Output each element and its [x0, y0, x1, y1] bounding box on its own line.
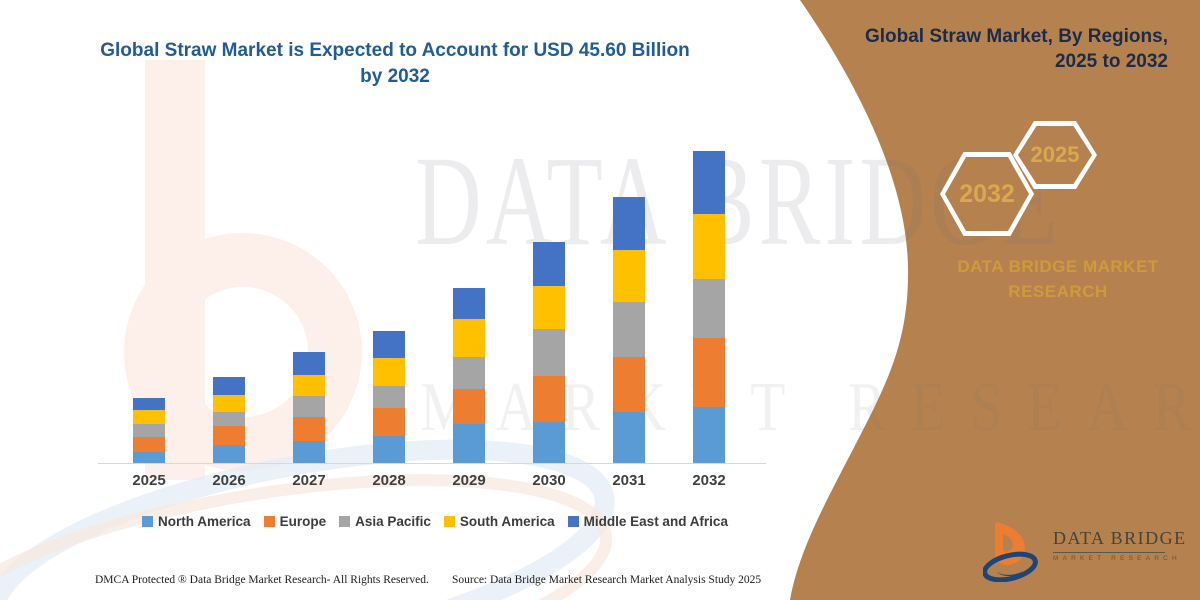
bar-segment-north-america-2031: [613, 411, 645, 463]
x-axis-label-2031: 2031: [612, 472, 646, 489]
source-note: Source: Data Bridge Market Research Mark…: [452, 574, 762, 586]
bar-segment-asia-pacific-2027: [293, 396, 325, 418]
bar-segment-middle-east-and-africa-2030: [533, 242, 565, 286]
bar-segment-europe-2029: [453, 389, 485, 424]
bar-segment-europe-2026: [213, 426, 245, 446]
bar-segment-south-america-2029: [453, 318, 485, 358]
x-axis-label-2027: 2027: [292, 472, 326, 489]
legend-item-europe: Europe: [263, 514, 327, 529]
legend-item-middle-east-and-africa: Middle East and Africa: [567, 514, 728, 529]
chart-title: Global Straw Market is Expected to Accou…: [100, 40, 690, 88]
legend-label-europe: Europe: [279, 514, 327, 529]
bar-segment-south-america-2032: [693, 214, 725, 280]
bar-segment-europe-2032: [693, 337, 725, 407]
bar-segment-middle-east-and-africa-2027: [293, 351, 325, 375]
logo-name: DATA BRIDGE: [1053, 528, 1187, 548]
bar-segment-asia-pacific-2032: [693, 279, 725, 338]
legend-item-asia-pacific: Asia Pacific: [339, 514, 431, 529]
hexagon-2032-label: 2032: [959, 179, 1015, 208]
bar-segment-asia-pacific-2028: [373, 386, 405, 408]
bar-segment-south-america-2028: [373, 357, 405, 387]
databridge-logo: DATA BRIDGE MARKET RESEARCH: [983, 520, 1187, 582]
bar-segment-europe-2028: [373, 407, 405, 437]
bar-segment-north-america-2029: [453, 424, 485, 463]
x-axis-label-2025: 2025: [132, 472, 166, 489]
bar-2030: [533, 242, 565, 463]
brand-text: DATA BRIDGE MARKET RESEARCH: [957, 257, 1159, 301]
bar-2026: [213, 376, 245, 463]
legend-swatch-europe: [263, 516, 275, 527]
bar-2028: [373, 331, 405, 463]
databridge-logo-icon: [983, 522, 1038, 582]
x-axis-labels: 2025 2026 2027 2028 2029 2030 2031 2032: [90, 472, 780, 494]
bar-2032: [693, 151, 725, 463]
legend-swatch-asia-pacific: [339, 516, 351, 527]
legend-swatch-south-america: [443, 516, 455, 527]
bar-2029: [453, 287, 485, 463]
bar-segment-europe-2030: [533, 376, 565, 422]
legend-label-north-america: North America: [158, 514, 251, 529]
sidebar-heading: Global Straw Market, By Regions, 2025 to…: [864, 26, 1168, 73]
bar-segment-europe-2025: [133, 437, 165, 453]
x-axis-label-2030: 2030: [532, 472, 566, 489]
bar-plot: [90, 0, 780, 464]
swoosh-ellipses: [0, 439, 615, 600]
logo-divider: [1053, 552, 1165, 553]
legend-label-middle-east-and-africa: Middle East and Africa: [583, 514, 728, 529]
bar-segment-north-america-2027: [293, 441, 325, 463]
bar-segment-middle-east-and-africa-2032: [693, 151, 725, 215]
bar-segment-asia-pacific-2030: [533, 329, 565, 377]
bar-segment-south-america-2025: [133, 410, 165, 425]
bar-segment-south-america-2027: [293, 374, 325, 397]
legend-label-south-america: South America: [459, 514, 555, 529]
hexagon-2025-fill: [1018, 126, 1092, 184]
hexagon-badge-2032: 2032: [940, 152, 1034, 236]
bar-segment-asia-pacific-2025: [133, 424, 165, 438]
legend-item-north-america: North America: [142, 514, 251, 529]
x-axis-label-2026: 2026: [212, 472, 246, 489]
bar-segment-north-america-2025: [133, 452, 165, 463]
x-axis-label-2029: 2029: [452, 472, 486, 489]
bar-2025: [133, 398, 165, 463]
bar-segment-middle-east-and-africa-2028: [373, 331, 405, 358]
x-axis-label-2028: 2028: [372, 472, 406, 489]
chart-legend: North America Europe Asia Pacific South Ame…: [90, 514, 780, 529]
bar-segment-asia-pacific-2026: [213, 412, 245, 427]
legend-item-south-america: South America: [443, 514, 555, 529]
bar-segment-europe-2027: [293, 417, 325, 442]
bar-segment-north-america-2030: [533, 422, 565, 463]
logo-tagline: MARKET RESEARCH: [1053, 555, 1181, 562]
legend-swatch-middle-east-and-africa: [567, 516, 579, 527]
dmca-notice: DMCA Protected ® Data Bridge Market Rese…: [95, 574, 429, 586]
bar-2027: [293, 351, 325, 463]
bar-segment-middle-east-and-africa-2026: [213, 376, 245, 395]
legend-swatch-north-america: [142, 516, 154, 527]
hexagon-2025-label: 2025: [1030, 142, 1080, 167]
bar-segment-north-america-2028: [373, 436, 405, 463]
x-axis-label-2032: 2032: [692, 472, 726, 489]
bar-segment-north-america-2032: [693, 406, 725, 463]
bar-segment-middle-east-and-africa-2031: [613, 196, 645, 250]
bar-segment-north-america-2026: [213, 445, 245, 463]
bar-segment-asia-pacific-2029: [453, 357, 485, 390]
bar-segment-south-america-2031: [613, 249, 645, 303]
bar-segment-asia-pacific-2031: [613, 302, 645, 358]
bar-segment-middle-east-and-africa-2029: [453, 287, 485, 319]
legend-label-asia-pacific: Asia Pacific: [355, 514, 431, 529]
bar-2031: [613, 196, 645, 463]
bar-segment-south-america-2030: [533, 285, 565, 330]
bar-segment-europe-2031: [613, 357, 645, 412]
bar-segment-middle-east-and-africa-2025: [133, 398, 165, 411]
bar-segment-south-america-2026: [213, 394, 245, 413]
x-axis-line: [98, 463, 766, 464]
